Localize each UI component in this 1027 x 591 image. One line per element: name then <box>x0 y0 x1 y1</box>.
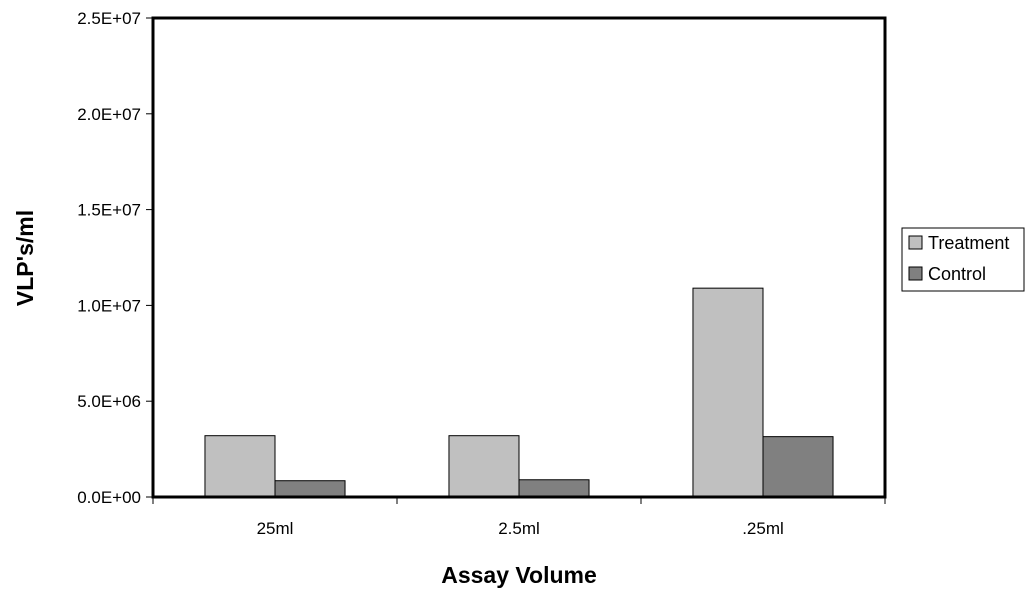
ticks-layer <box>146 17 886 504</box>
legend-swatch-treatment <box>908 235 923 250</box>
legend-label-treatment: Treatment <box>928 233 1009 253</box>
y-tick-label: 1.0E+07 <box>77 296 141 315</box>
legend: Treatment Control <box>901 227 1025 292</box>
y-tick-label: 0.0E+00 <box>77 488 141 507</box>
labels-layer: 0.0E+00 5.0E+06 1.0E+07 1.5E+07 2.0E+07 2.5E+… <box>77 9 784 538</box>
y-axis-title: VLP's/ml <box>12 210 38 306</box>
legend-swatch-control <box>908 266 923 281</box>
bar-control-1 <box>518 479 590 498</box>
legend-label-control: Control <box>928 264 986 284</box>
bar-treatment-0 <box>204 435 276 498</box>
bar-treatment-1 <box>448 435 520 498</box>
bars-layer <box>204 287 834 498</box>
x-tick-label: .25ml <box>742 519 784 538</box>
y-tick-label: 2.5E+07 <box>77 9 141 28</box>
y-tick-label: 5.0E+06 <box>77 392 141 411</box>
bar-treatment-2 <box>692 287 764 498</box>
bar-control-0 <box>274 480 346 498</box>
plot-area-frame <box>151 16 887 499</box>
y-tick-label: 2.0E+07 <box>77 105 141 124</box>
x-tick-label: 25ml <box>257 519 294 538</box>
y-tick-label: 1.5E+07 <box>77 201 141 220</box>
x-axis-title: Assay Volume <box>441 562 597 588</box>
x-tick-label: 2.5ml <box>498 519 540 538</box>
bar-control-2 <box>762 436 834 498</box>
